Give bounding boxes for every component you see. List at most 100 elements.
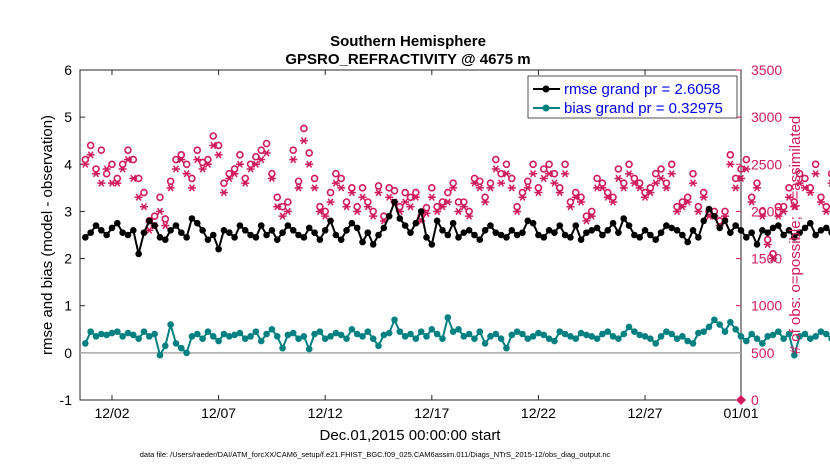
- rmse-point: [247, 231, 254, 239]
- obs-assimilated-point: [555, 188, 564, 197]
- obs-assimilated-point: [768, 254, 777, 263]
- obs-possible-point: [390, 186, 399, 195]
- bias-point: [673, 335, 681, 343]
- obs-assimilated-point: [566, 203, 575, 211]
- asterisk-stroke: [684, 198, 691, 206]
- right-tick-label: 1500: [751, 251, 782, 267]
- rmse-point: [791, 234, 798, 241]
- obs-possible-point: [241, 174, 250, 183]
- rmse-point: [439, 226, 446, 234]
- obs-assimilated-point: [486, 184, 495, 192]
- obs-possible-point: [289, 146, 298, 154]
- asterisk-stroke: [471, 179, 478, 187]
- asterisk-stroke: [546, 170, 553, 178]
- obs-possible-point: [811, 160, 820, 169]
- rmse-point: [263, 231, 270, 239]
- obs-assimilated-point: [251, 160, 260, 168]
- obs-assimilated-point: [747, 198, 756, 206]
- x-tick-label: 12/22: [521, 405, 556, 421]
- obs-assimilated-point: [358, 193, 367, 201]
- asterisk-stroke: [679, 203, 686, 211]
- bias-point: [599, 330, 606, 338]
- bias-point: [327, 333, 334, 340]
- rmse-point: [156, 234, 164, 241]
- asterisk-stroke: [785, 193, 792, 201]
- obs-assimilated-point: [278, 212, 287, 220]
- obs-assimilated-point: [406, 203, 415, 211]
- bias-point: [748, 330, 755, 338]
- rmse-point: [519, 229, 526, 236]
- bias-point: [289, 329, 297, 337]
- bias-point: [156, 351, 164, 359]
- obs-assimilated-point: [166, 184, 175, 192]
- legend-box: [527, 75, 738, 119]
- obs-assimilated-point: [454, 207, 463, 216]
- obs-possible-point: [97, 146, 106, 154]
- asterisk-stroke: [487, 184, 494, 192]
- rmse-point: [572, 222, 580, 229]
- obs-assimilated-point: [230, 170, 239, 178]
- bias-point: [487, 333, 494, 340]
- obs-possible-point: [726, 151, 735, 159]
- obs-assimilated-point: [497, 179, 506, 187]
- obs-possible-point: [182, 160, 191, 169]
- obs-possible-point: [108, 160, 116, 169]
- asterisk-stroke: [279, 212, 286, 220]
- asterisk-stroke: [124, 155, 131, 164]
- obs-possible-point: [118, 160, 127, 169]
- rmse-point: [145, 217, 153, 225]
- obs-possible-point: [284, 198, 292, 206]
- rmse-point: [385, 212, 393, 220]
- asterisk-stroke: [263, 149, 270, 157]
- bias-series: [82, 314, 830, 360]
- rmse-point: [279, 229, 286, 236]
- bias-point: [588, 333, 596, 340]
- bias-point: [791, 351, 798, 359]
- rmse-point: [753, 241, 761, 248]
- bias-point: [769, 331, 777, 339]
- obs-possible-point: [220, 179, 228, 187]
- x-tick-label: 12/07: [201, 405, 236, 421]
- bias-point: [321, 335, 329, 343]
- obs-possible-point: [428, 184, 436, 192]
- bias-point: [593, 335, 601, 343]
- asterisk-stroke: [402, 198, 409, 206]
- asterisk-stroke: [817, 198, 824, 206]
- rmse-point: [193, 219, 201, 227]
- rmse-point: [775, 222, 782, 229]
- asterisk-stroke: [295, 184, 302, 192]
- bias-point: [151, 330, 158, 338]
- asterisk-stroke: [620, 184, 627, 192]
- obs-assimilated-point: [694, 207, 703, 216]
- asterisk-stroke: [386, 193, 393, 201]
- obs-assimilated-point: [667, 170, 676, 178]
- bias-point: [796, 333, 803, 340]
- asterisk-stroke: [674, 207, 681, 216]
- rmse-point: [631, 231, 638, 239]
- bias-point: [401, 333, 409, 340]
- asterisk-stroke: [247, 165, 254, 173]
- x-axis-label: Dec.01,2015 00:00:00 start: [320, 427, 502, 444]
- rmse-point: [337, 236, 345, 244]
- obs-possible-point: [683, 193, 692, 202]
- bias-point: [231, 331, 238, 339]
- obs-assimilated-point: [81, 160, 90, 168]
- obs-assimilated-point: [571, 193, 580, 201]
- bias-point: [732, 325, 739, 333]
- bias-point: [268, 325, 276, 333]
- bias-point: [396, 328, 404, 335]
- obs-assimilated-point: [630, 179, 639, 187]
- obs-diamond-marker: [736, 395, 746, 405]
- x-tick-label: 12/02: [94, 405, 129, 421]
- bias-point: [98, 330, 105, 338]
- obs-possible-point: [657, 165, 665, 173]
- bias-point: [545, 335, 553, 343]
- x-axis-ticks: 12/02 12/07 12/12 12/17 12/22 12/27 01/01: [94, 70, 759, 421]
- bias-point: [145, 333, 153, 340]
- obs-assimilated-point: [582, 217, 591, 225]
- obs-assimilated-point: [465, 212, 474, 220]
- bias-point: [812, 333, 819, 340]
- rmse-point: [609, 219, 617, 227]
- obs-possible-point: [827, 170, 830, 178]
- rmse-point: [130, 226, 137, 234]
